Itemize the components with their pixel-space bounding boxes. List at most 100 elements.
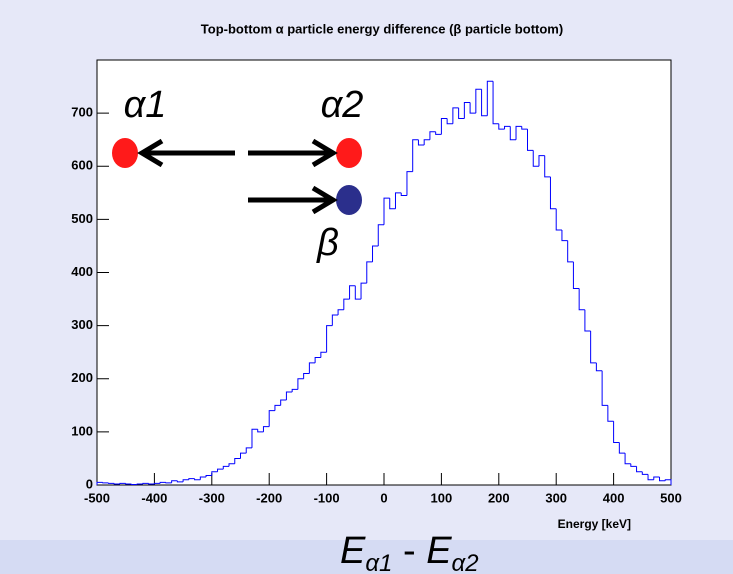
histogram-bin	[429, 131, 436, 140]
histogram-bin	[228, 463, 235, 467]
histogram-bin	[182, 479, 189, 482]
histogram-bin	[280, 399, 287, 406]
annotation: α1	[124, 84, 167, 126]
histogram-bin	[469, 102, 476, 114]
formula-part: E	[340, 530, 366, 572]
histogram-bin	[159, 481, 166, 484]
histogram-bin	[148, 483, 155, 485]
histogram-bin	[601, 370, 608, 406]
histogram-bin	[544, 155, 551, 178]
formula-part: α1	[365, 550, 392, 574]
y-tick-label: 500	[71, 211, 93, 226]
histogram-bin	[463, 102, 471, 119]
histogram-bin	[394, 192, 402, 209]
x-tick-label: -200	[256, 490, 282, 505]
histogram-bin	[188, 478, 195, 480]
x-tick-label: 0	[380, 490, 387, 505]
histogram-bin	[584, 309, 591, 332]
chart-title: Top-bottom α particle energy difference …	[201, 21, 563, 36]
histogram-bin	[458, 107, 465, 119]
histogram-bin	[337, 309, 344, 315]
histogram-bin	[274, 404, 281, 411]
histogram-bin	[435, 131, 442, 135]
histogram-bin	[567, 240, 574, 263]
histogram-bin	[245, 447, 252, 454]
histogram-bin	[102, 482, 109, 484]
histogram-bin	[176, 480, 184, 483]
histogram-bin	[515, 125, 522, 140]
histogram-bin	[412, 139, 419, 172]
histogram-bin	[504, 125, 511, 130]
histogram-bin	[251, 428, 258, 448]
histogram-bin	[486, 80, 494, 116]
histogram-bin	[521, 126, 528, 130]
x-tick-label: -500	[84, 490, 110, 505]
histogram-bin	[641, 471, 649, 475]
y-tick-label: 300	[71, 317, 93, 332]
histogram-bin	[331, 314, 339, 326]
histogram-bin	[440, 117, 448, 135]
histogram-bin	[532, 150, 539, 167]
beta-particle	[336, 185, 362, 215]
histogram-bin	[222, 465, 230, 470]
annotation: α2	[321, 84, 364, 126]
histogram-bin	[653, 476, 660, 480]
y-tick-label: 700	[71, 105, 93, 120]
histogram-bin	[268, 410, 275, 427]
histogram-bin	[406, 171, 413, 196]
histogram-bin	[297, 378, 304, 390]
y-tick-label: 200	[71, 370, 93, 385]
histogram-bin	[618, 442, 626, 454]
histogram-bin	[613, 421, 620, 443]
histogram-bin	[125, 483, 132, 485]
histogram-bin	[217, 468, 224, 472]
histogram-bin	[314, 357, 321, 363]
histogram-bin	[320, 351, 327, 358]
plot-frame	[96, 59, 672, 486]
histogram-bin	[389, 198, 396, 210]
histogram-bin	[136, 483, 143, 485]
histogram-bin	[96, 481, 103, 485]
histogram-bin	[527, 129, 534, 151]
histogram-bin	[372, 245, 379, 262]
histogram-bin	[119, 482, 126, 484]
histogram-bin	[130, 483, 138, 485]
histogram-bin	[664, 479, 672, 485]
x-tick-label: -300	[199, 490, 225, 505]
histogram-bin	[343, 298, 350, 310]
histogram-bin	[377, 224, 384, 246]
histogram-bin	[636, 466, 643, 473]
histogram-bin	[383, 197, 390, 225]
x-axis-label: Energy [keV]	[558, 517, 631, 531]
histogram-bin	[538, 155, 545, 167]
histogram-bin	[240, 452, 247, 459]
x-tick-label: 100	[431, 490, 453, 505]
x-formula: Eα1 - Eα2	[340, 530, 479, 574]
histogram-bin	[165, 482, 172, 484]
histogram-bin	[107, 482, 115, 484]
x-tick-label: 500	[660, 490, 682, 505]
histogram-bin	[590, 330, 597, 364]
formula-part: α2	[452, 550, 479, 574]
histogram-bin	[303, 372, 310, 379]
histogram-bin	[595, 362, 603, 372]
histogram-bin	[211, 471, 218, 476]
x-tick-label: 200	[488, 490, 510, 505]
histogram-bin	[475, 88, 482, 114]
histogram-bin	[659, 477, 666, 482]
y-tick-label: 0	[86, 476, 93, 491]
x-tick-label: -400	[141, 490, 167, 505]
histogram-bin	[234, 457, 241, 464]
annotation: β	[316, 222, 339, 264]
histogram-bin	[481, 89, 488, 117]
histogram-bin	[555, 208, 562, 231]
histogram-bin	[199, 476, 207, 480]
x-tick-label: 400	[603, 490, 625, 505]
histogram-bin	[257, 429, 264, 433]
formula-part: E	[426, 530, 452, 572]
histogram-bin	[113, 483, 120, 485]
histogram-bin	[417, 139, 425, 146]
background-band	[0, 540, 733, 574]
histogram-bin	[549, 176, 557, 210]
